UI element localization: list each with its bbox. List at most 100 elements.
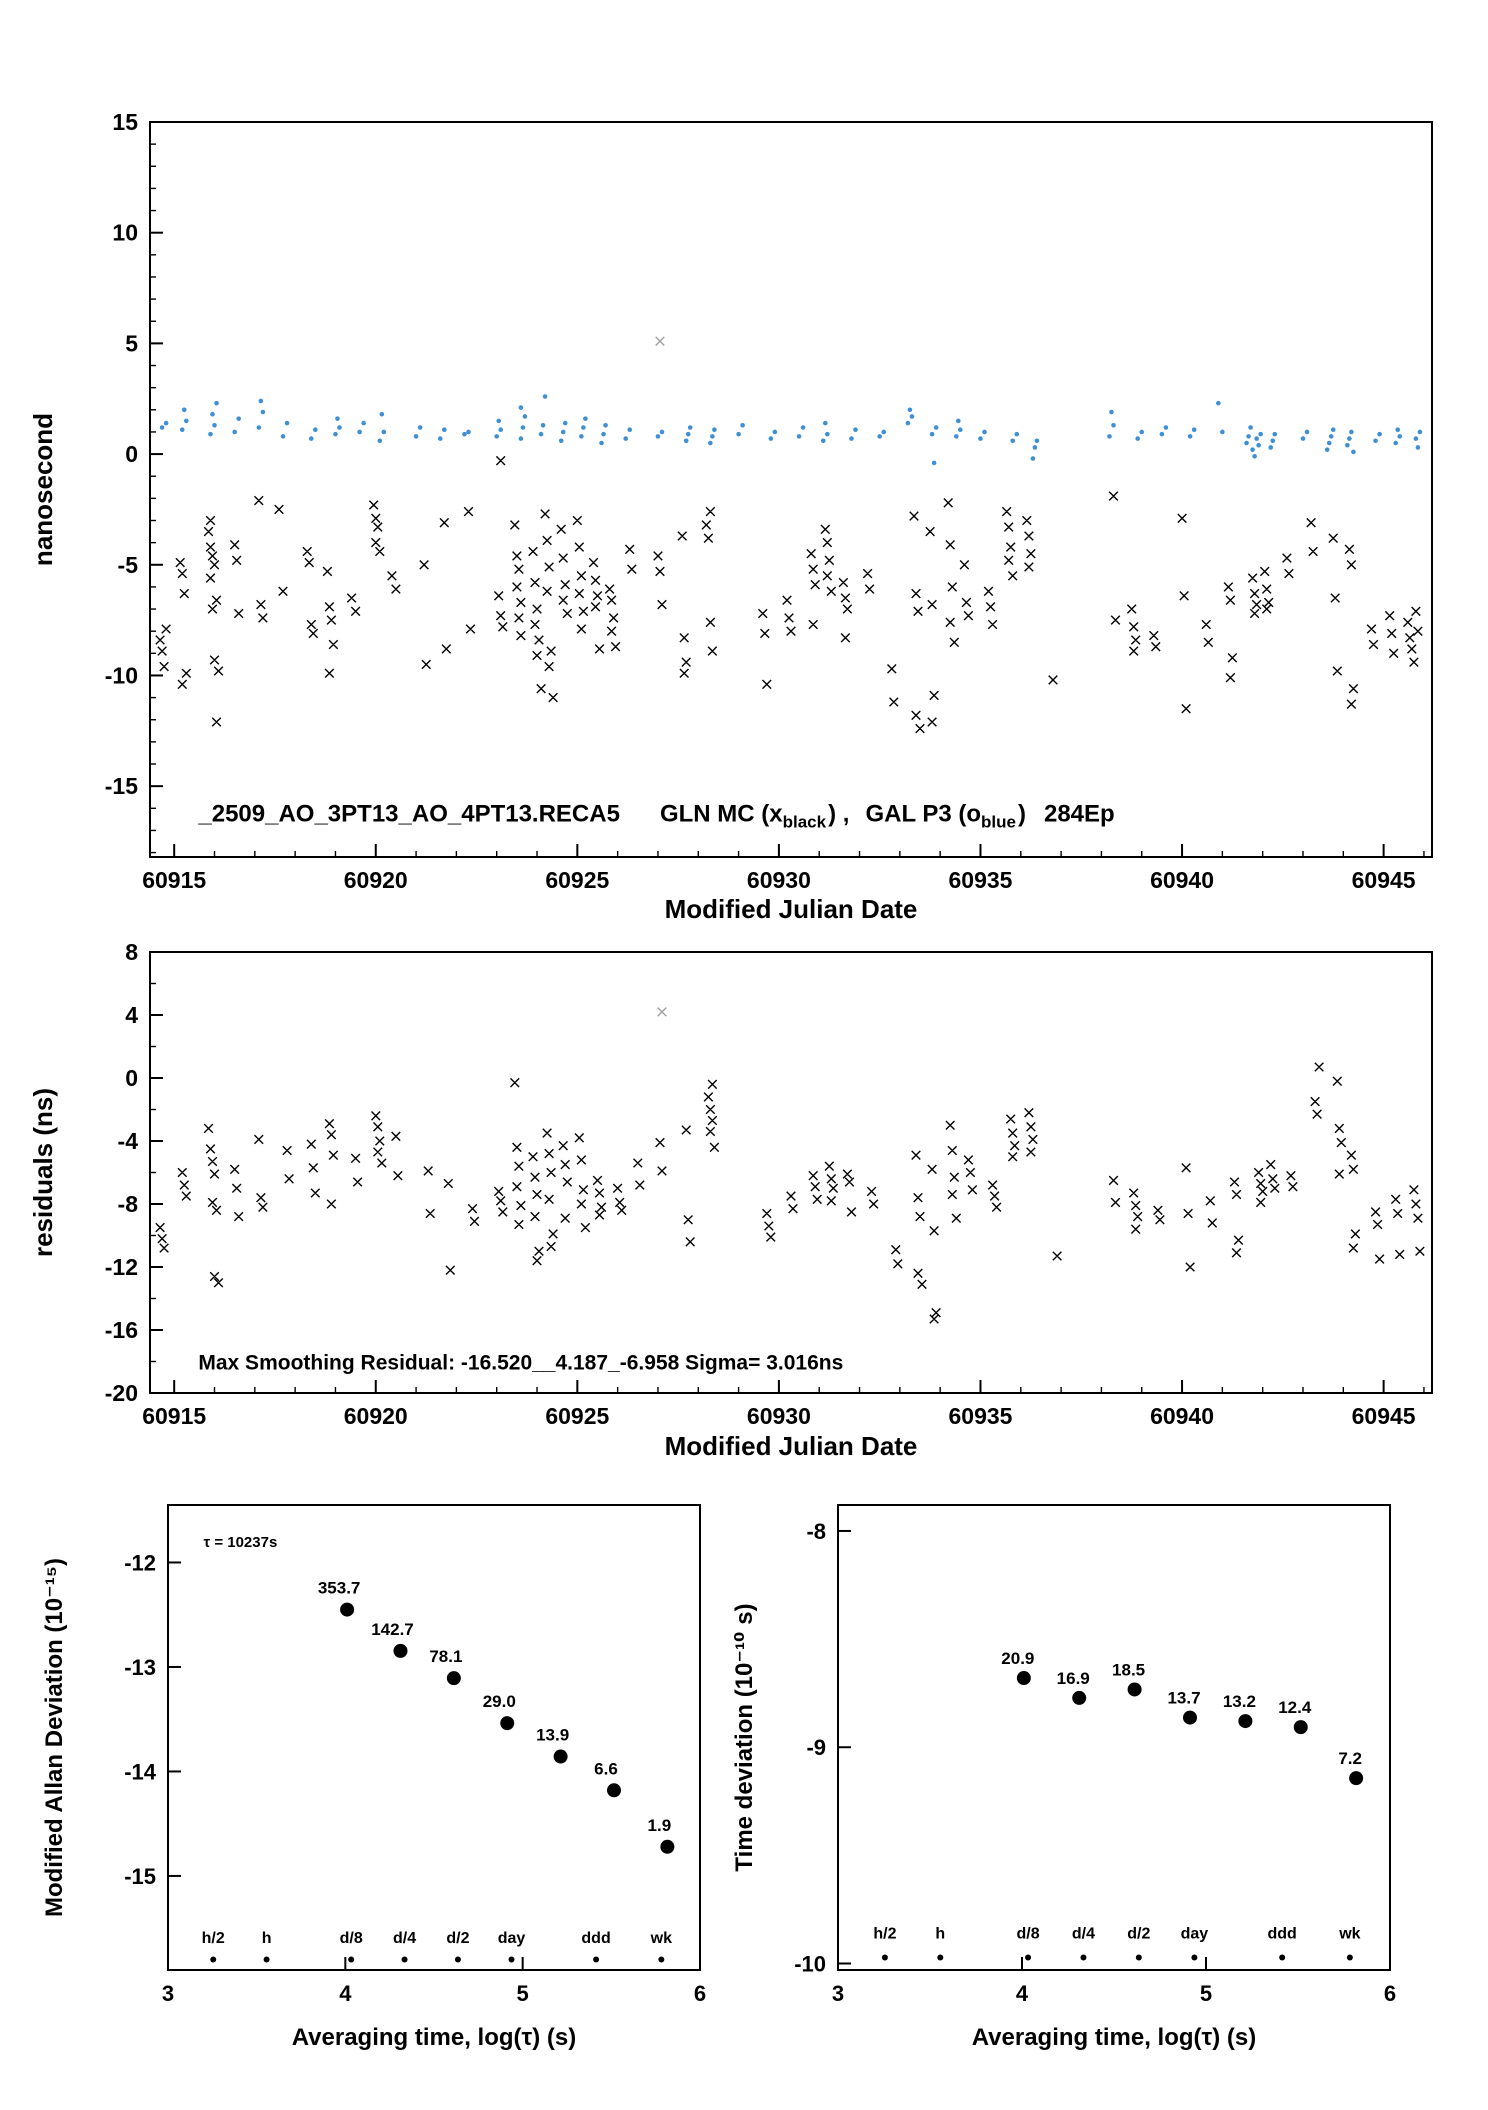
x-tick-label: 3 — [162, 1981, 174, 2006]
x-tick-label: 60945 — [1352, 867, 1416, 893]
tau-dot — [401, 1956, 408, 1963]
y-tick-label: -8 — [118, 1191, 139, 1217]
tau-label: ddd — [581, 1930, 610, 1947]
x-tick-label: 6 — [694, 1981, 706, 2006]
tau-label: day — [1181, 1926, 1209, 1943]
top-xlabel: Modified Julian Date — [665, 894, 918, 924]
mdev-chart: 3 4 5 6 -12 -13 -14 -15 353.7 142.7 78.1 29.0 13.9 6.… — [41, 1504, 706, 2051]
mid-ylabel: residuals (ns) — [28, 1088, 58, 1257]
tau-label: d/2 — [1127, 1926, 1150, 1943]
tau-dot — [593, 1956, 600, 1963]
mdev-xlabel: Averaging time, log(τ) (s) — [292, 2024, 577, 2051]
mid-annotation: Max Smoothing Residual: -16.520__4.187_-… — [198, 1351, 843, 1374]
y-tick-label: 4 — [125, 1002, 138, 1028]
point-value-label: 13.9 — [536, 1726, 569, 1745]
tau-label: h — [935, 1926, 945, 1943]
x-tick-label: 60940 — [1150, 1403, 1214, 1429]
x-tick-label: 4 — [1016, 1981, 1029, 2006]
tau-dot — [454, 1956, 461, 1963]
x-tick-label: 60935 — [948, 867, 1012, 893]
tau-dot — [937, 1954, 944, 1961]
tau-dot — [263, 1956, 270, 1963]
top-series-outlier — [655, 336, 665, 346]
point-value-label: 12.4 — [1278, 1698, 1312, 1717]
tau-label: d/4 — [1072, 1926, 1095, 1943]
y-tick-label: 5 — [125, 330, 138, 356]
tau-dot — [348, 1956, 355, 1963]
x-tick-label: 60915 — [142, 867, 206, 893]
tau-label: h — [262, 1930, 272, 1947]
tdev-tau-axis-labels: h/2 h d/8 d/4 d/2 day ddd wk — [873, 1926, 1361, 1961]
x-tick-label: 60920 — [344, 1403, 408, 1429]
tau-label: d/8 — [1017, 1926, 1040, 1943]
tdev-tick-labels: 3 4 5 6 -8 -9 -10 — [794, 1519, 1396, 2006]
top-ticks — [150, 121, 1425, 857]
tdev-value-labels: 20.9 16.9 18.5 13.7 13.2 12.4 7.2 — [1001, 1649, 1362, 1768]
tau-dot — [1080, 1954, 1087, 1961]
tau-label: ddd — [1268, 1926, 1297, 1943]
tdev-axes-box — [837, 1504, 1391, 1971]
x-tick-label: 60925 — [545, 1403, 609, 1429]
y-tick-label: 0 — [125, 441, 138, 467]
top-chart: 60915 60920 60925 60930 60935 60940 60945 -15 -1… — [28, 109, 1433, 924]
mid-tick-labels: 60915 60920 60925 60930 60935 60940 60945 -20 -1… — [105, 939, 1416, 1429]
x-tick-label: 60940 — [1150, 867, 1214, 893]
tau-label: wk — [1338, 1926, 1360, 1943]
x-tick-label: 60920 — [344, 867, 408, 893]
x-tick-label: 60935 — [948, 1403, 1012, 1429]
y-tick-label: -10 — [105, 662, 138, 688]
x-tick-label: 60915 — [142, 1403, 206, 1429]
y-tick-label: -20 — [105, 1380, 138, 1406]
point-value-label: 7.2 — [1338, 1749, 1362, 1768]
y-tick-label: 15 — [112, 109, 138, 135]
top-plot-title: _2509_AO_3PT13_AO_4PT13.RECA5 GLN MC (xbl… — [197, 801, 1114, 832]
point-value-label: 353.7 — [318, 1579, 361, 1598]
x-tick-label: 60945 — [1352, 1403, 1416, 1429]
x-tick-label: 60925 — [545, 867, 609, 893]
y-tick-label: -9 — [806, 1735, 826, 1760]
tau-label: d/2 — [446, 1930, 469, 1947]
top-series-gal-p3 — [159, 394, 1423, 466]
mid-axes-box — [149, 951, 1433, 1394]
mid-series-outlier — [657, 1007, 667, 1017]
tau-label: h/2 — [873, 1926, 896, 1943]
x-tick-label: 5 — [1200, 1981, 1212, 2006]
tau-dot — [1279, 1954, 1286, 1961]
y-tick-label: 8 — [125, 939, 138, 965]
y-tick-label: -8 — [806, 1519, 826, 1544]
mid-ticks — [150, 951, 1425, 1394]
y-tick-label: -12 — [105, 1254, 138, 1280]
top-ylabel: nanosecond — [28, 413, 58, 566]
mdev-series-mdev — [340, 1602, 675, 1854]
tau-label: d/4 — [393, 1930, 416, 1947]
mdev-annotation: τ = 10237s — [203, 1534, 277, 1551]
y-tick-label: -4 — [118, 1128, 139, 1154]
y-tick-label: 10 — [112, 220, 138, 246]
tau-dot — [210, 1956, 217, 1963]
tau-label: h/2 — [202, 1930, 225, 1947]
point-value-label: 1.9 — [648, 1816, 672, 1835]
point-value-label: 78.1 — [429, 1647, 462, 1666]
point-value-label: 29.0 — [483, 1692, 516, 1711]
y-tick-label: -15 — [105, 773, 138, 799]
tdev-xlabel: Averaging time, log(τ) (s) — [972, 2024, 1257, 2051]
tau-dot — [881, 1954, 888, 1961]
x-tick-label: 60930 — [747, 867, 811, 893]
tau-dot — [1346, 1954, 1353, 1961]
point-value-label: 16.9 — [1057, 1669, 1090, 1688]
tau-dot — [1025, 1954, 1032, 1961]
mid-chart: 60915 60920 60925 60930 60935 60940 60945 -20 -1… — [28, 939, 1433, 1461]
y-tick-label: -12 — [124, 1550, 156, 1575]
x-tick-label: 3 — [832, 1981, 844, 2006]
x-tick-label: 4 — [339, 1981, 352, 2006]
point-value-label: 13.7 — [1167, 1689, 1200, 1708]
y-tick-label: -14 — [124, 1759, 157, 1784]
x-tick-label: 60930 — [747, 1403, 811, 1429]
tau-label: day — [498, 1930, 526, 1947]
mdev-axes-box — [167, 1504, 701, 1971]
x-tick-label: 6 — [1384, 1981, 1396, 2006]
mid-xlabel: Modified Julian Date — [665, 1431, 918, 1461]
